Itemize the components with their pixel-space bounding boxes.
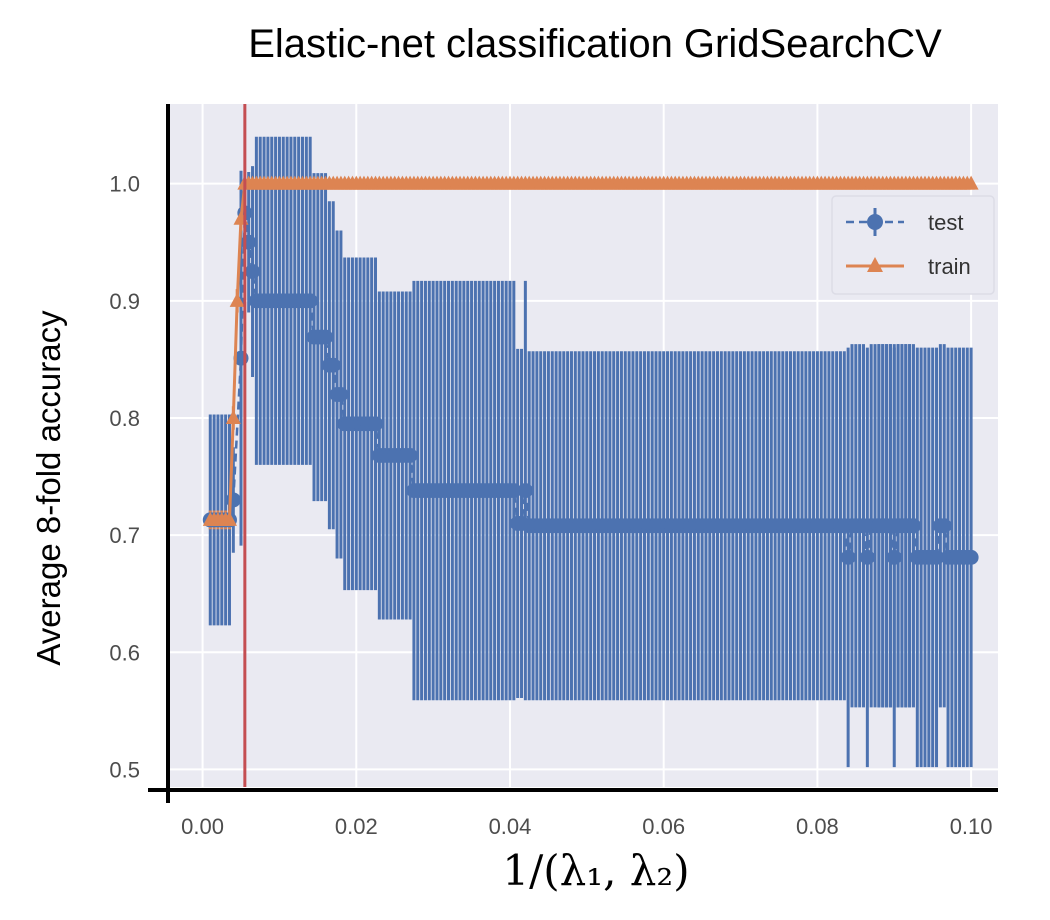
x-tick-label: 0.06 xyxy=(642,814,685,839)
y-tick-label: 0.6 xyxy=(109,640,140,665)
x-tick-label: 0.08 xyxy=(796,814,839,839)
test-point xyxy=(905,518,921,534)
y-axis-label: Average 8-fold accuracy xyxy=(30,310,67,666)
test-point xyxy=(840,549,856,565)
test-point xyxy=(302,293,318,309)
x-tick-label: 0.10 xyxy=(950,814,993,839)
test-point xyxy=(402,447,418,463)
train-point xyxy=(225,409,241,424)
test-point xyxy=(929,549,945,565)
train-point xyxy=(229,292,245,307)
legend-train-marker xyxy=(867,257,883,272)
test-point xyxy=(325,357,341,373)
legend-box xyxy=(831,195,995,295)
train-point xyxy=(221,511,237,526)
test-point xyxy=(886,549,902,565)
test-point xyxy=(936,518,952,534)
x-tick-label: 0.02 xyxy=(335,814,378,839)
x-tick-label: 0.00 xyxy=(181,814,224,839)
y-tick-label: 0.8 xyxy=(109,406,140,431)
test-point xyxy=(318,329,334,345)
test-point xyxy=(368,416,383,432)
test-point xyxy=(517,483,533,499)
test-point xyxy=(859,549,875,565)
x-tick-label: 0.04 xyxy=(489,814,532,839)
train-points xyxy=(202,175,979,526)
test-point xyxy=(245,264,261,280)
x-axis-label: 1/(λ₁, λ₂) xyxy=(502,846,689,895)
test-point xyxy=(506,483,522,499)
legend-test-label: test xyxy=(928,210,963,235)
test-point xyxy=(225,492,241,508)
train-point xyxy=(963,175,979,190)
y-tick-label: 0.5 xyxy=(109,757,140,782)
test-point xyxy=(333,387,349,403)
y-tick-label: 0.7 xyxy=(109,523,140,548)
y-tick-label: 1.0 xyxy=(109,172,140,197)
test-point xyxy=(963,549,979,565)
legend: test train xyxy=(831,195,995,295)
legend-test-marker xyxy=(867,214,883,230)
chart-title: Elastic-net classification GridSearchCV xyxy=(248,22,942,66)
y-tick-label: 0.9 xyxy=(109,289,140,314)
legend-train-label: train xyxy=(928,254,971,279)
